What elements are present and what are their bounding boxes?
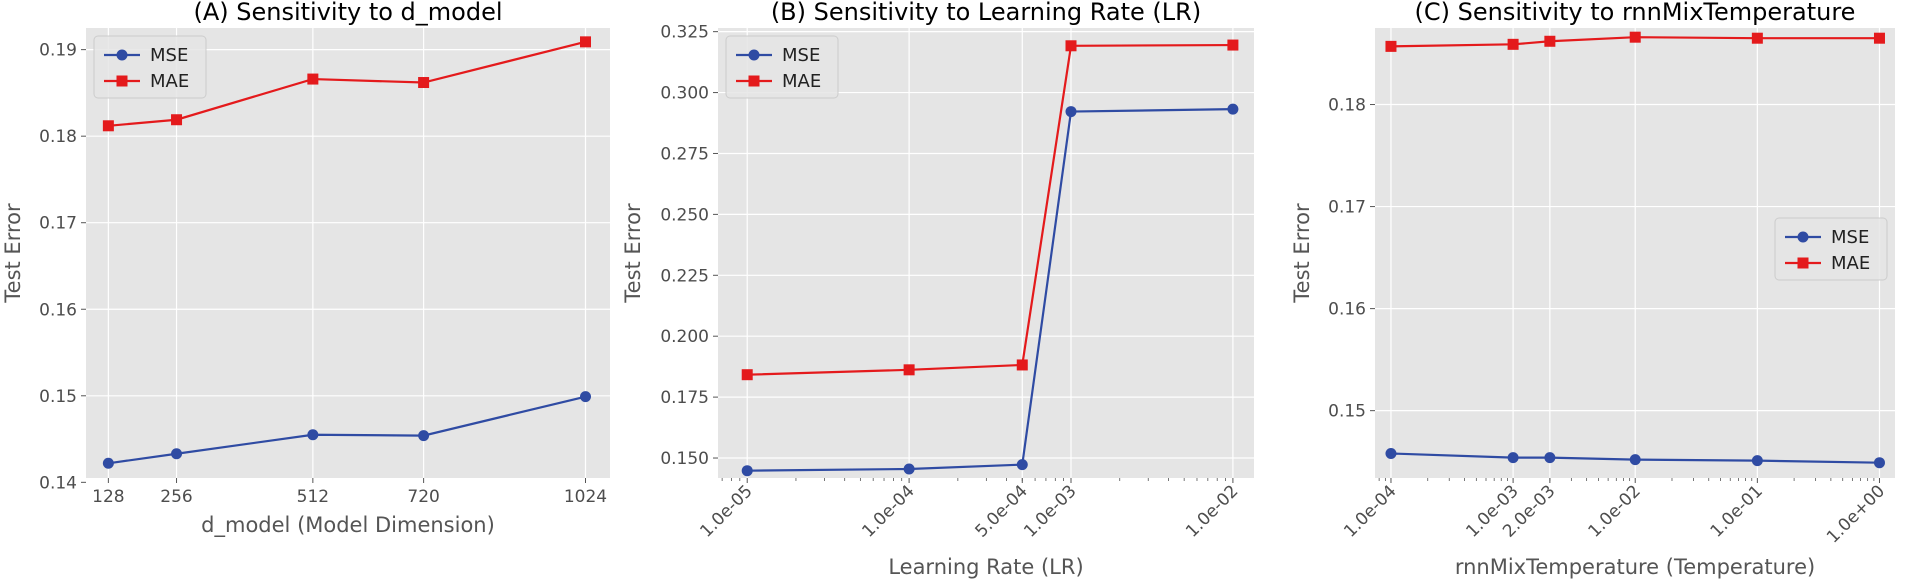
x-axis-label: rnnMixTemperature (Temperature) xyxy=(1455,555,1815,579)
y-tick-label: 0.225 xyxy=(660,266,709,286)
data-point-mse xyxy=(1016,459,1028,471)
x-tick-label: 256 xyxy=(160,487,192,507)
data-point-mse xyxy=(102,457,114,469)
x-tick-label: 1.0e-04 xyxy=(1340,481,1400,541)
data-point-mse xyxy=(171,448,183,460)
chart-title: (B) Sensitivity to Learning Rate (LR) xyxy=(771,0,1201,26)
y-tick-label: 0.14 xyxy=(39,473,77,493)
y-tick-label: 0.325 xyxy=(660,23,709,43)
data-point-mse xyxy=(1629,454,1641,466)
data-point-mse xyxy=(903,463,915,475)
data-point-mae xyxy=(1016,359,1028,371)
data-point-mae xyxy=(1065,40,1077,52)
data-point-mae xyxy=(903,364,915,376)
data-point-mse xyxy=(1065,106,1077,118)
x-axis-label: d_model (Model Dimension) xyxy=(201,513,495,538)
y-tick-label: 0.15 xyxy=(39,387,77,407)
legend: MSE MAE xyxy=(725,35,839,99)
data-point-mse xyxy=(1227,103,1239,115)
data-point-mae xyxy=(741,369,753,381)
legend-label: MAE xyxy=(782,71,821,92)
x-tick-label: 720 xyxy=(407,487,439,507)
data-point-mae xyxy=(102,120,114,132)
data-point-mse xyxy=(1751,455,1763,467)
legend-label: MSE xyxy=(1831,227,1869,248)
y-tick-label: 0.18 xyxy=(39,127,77,147)
y-tick-label: 0.16 xyxy=(1328,300,1366,320)
legend-label: MSE xyxy=(782,45,820,66)
y-tick-label: 0.275 xyxy=(660,144,709,164)
data-point-mae xyxy=(1629,31,1641,43)
y-tick-label: 0.17 xyxy=(1328,198,1366,218)
y-tick-label: 0.19 xyxy=(39,41,77,61)
series-line-mae xyxy=(1390,36,1880,48)
data-point-mse xyxy=(1385,448,1397,460)
legend-marker-circle xyxy=(116,49,128,61)
data-point-mae xyxy=(418,77,430,89)
x-tick-label: 1.0e-02 xyxy=(1584,481,1644,541)
chart-title: (C) Sensitivity to rnnMixTemperature xyxy=(1415,0,1856,26)
y-axis-label: Test Error xyxy=(1290,203,1314,304)
x-tick-label: 1.0e+00 xyxy=(1823,481,1889,547)
legend: MSE MAE xyxy=(93,35,207,99)
data-point-mse xyxy=(418,430,430,442)
data-point-mse xyxy=(580,391,592,403)
y-tick-label: 0.150 xyxy=(660,449,709,469)
data-point-mae xyxy=(1507,38,1519,50)
data-point-mae xyxy=(580,36,592,48)
y-tick-label: 0.200 xyxy=(660,327,709,347)
data-point-mae xyxy=(307,73,319,85)
y-tick-label: 0.17 xyxy=(39,214,77,234)
x-tick-label: 5.0e-04 xyxy=(972,481,1032,541)
plot-area xyxy=(718,28,1254,478)
data-point-mae xyxy=(1385,40,1397,52)
legend: MSE MAE xyxy=(1774,217,1888,281)
x-tick-label: 128 xyxy=(92,487,124,507)
x-tick-label: 1.0e-04 xyxy=(858,481,918,541)
chart-panel-0: 0.14 0.15 0.16 0.17 0.18 0.19 128 256 512 720 1024… xyxy=(1,0,610,538)
legend-marker-circle xyxy=(1797,231,1809,243)
y-tick-label: 0.300 xyxy=(660,84,709,104)
legend-label: MAE xyxy=(1831,253,1870,274)
legend-label: MSE xyxy=(150,45,188,66)
data-point-mae xyxy=(1227,39,1239,51)
chart-title: (A) Sensitivity to d_model xyxy=(193,0,502,26)
data-point-mae xyxy=(1873,32,1885,44)
y-axis-label: Test Error xyxy=(621,203,645,304)
x-tick-label: 1.0e-02 xyxy=(1182,481,1242,541)
legend-marker-square xyxy=(1797,257,1809,269)
data-point-mse xyxy=(307,429,319,441)
y-axis-label: Test Error xyxy=(1,203,25,304)
y-tick-label: 0.250 xyxy=(660,205,709,225)
legend-marker-circle xyxy=(748,49,760,61)
plot-area xyxy=(86,28,610,478)
x-axis-label: Learning Rate (LR) xyxy=(888,555,1083,579)
data-point-mse xyxy=(741,465,753,477)
series-line-mse xyxy=(1390,452,1880,464)
data-point-mse xyxy=(1507,452,1519,464)
y-tick-label: 0.15 xyxy=(1328,402,1366,422)
chart-panel-1: 0.150 0.175 0.200 0.225 0.250 0.275 0.300 0.325… xyxy=(621,0,1254,579)
legend-marker-square xyxy=(748,75,760,87)
data-point-mse xyxy=(1544,452,1556,464)
y-tick-label: 0.16 xyxy=(39,300,77,320)
x-tick-label: 512 xyxy=(297,487,329,507)
y-tick-label: 0.175 xyxy=(660,388,709,408)
x-tick-label: 1.0e-05 xyxy=(696,481,756,541)
x-tick-label: 1024 xyxy=(564,487,607,507)
data-point-mae xyxy=(171,114,183,126)
x-tick-label: 1.0e-01 xyxy=(1707,481,1767,541)
legend-label: MAE xyxy=(150,71,189,92)
data-point-mae xyxy=(1544,35,1556,47)
data-point-mae xyxy=(1751,32,1763,44)
y-tick-label: 0.18 xyxy=(1328,96,1366,116)
chart-panel-2: 0.150.160.170.181.0e-04 1.0e-032.0e-03 1.0… xyxy=(1290,0,1895,579)
legend-marker-square xyxy=(116,75,128,87)
x-tick-label: 1.0e-03 xyxy=(1020,481,1080,541)
data-point-mse xyxy=(1873,457,1885,469)
